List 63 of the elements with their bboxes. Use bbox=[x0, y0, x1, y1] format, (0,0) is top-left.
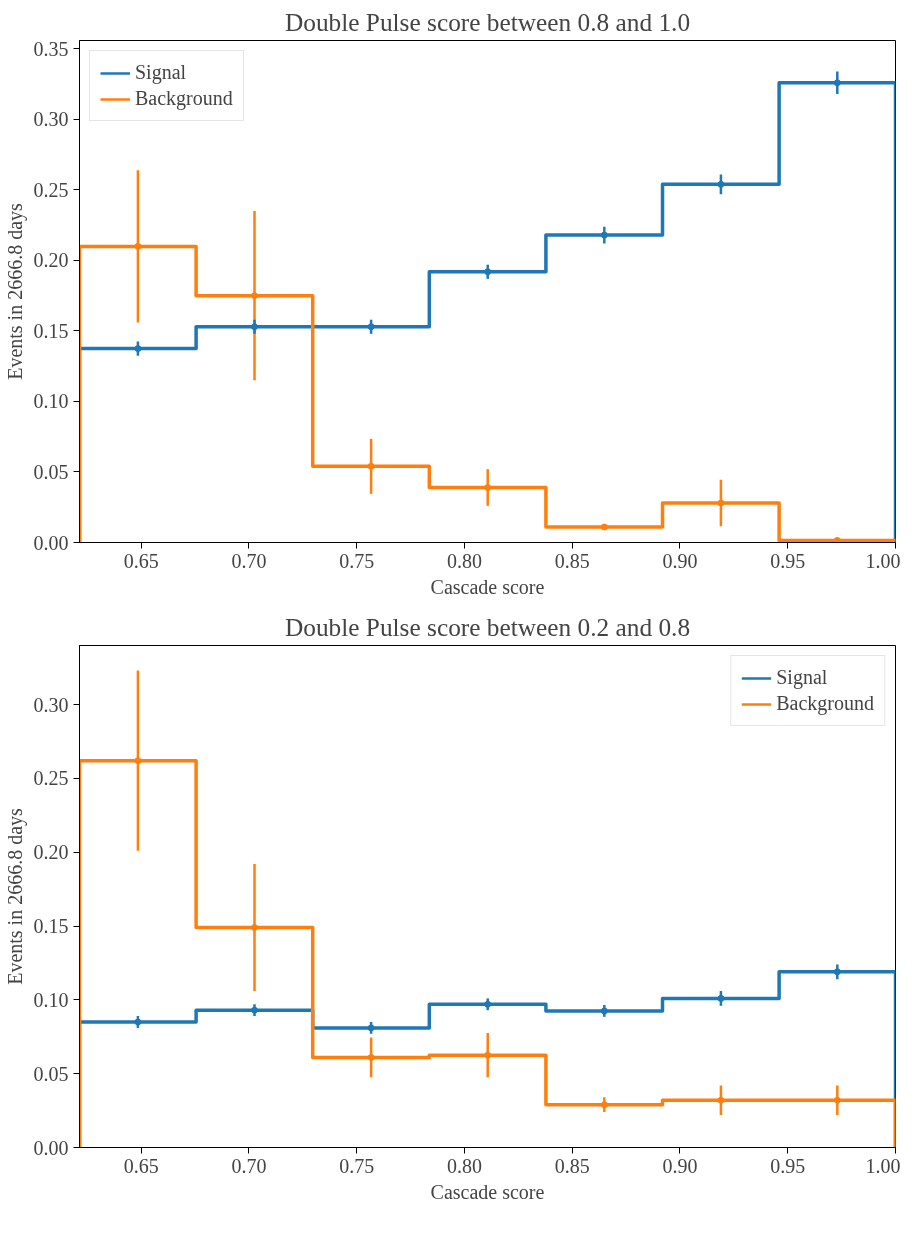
x-tick-label: 0.80 bbox=[446, 1154, 482, 1177]
x-tick-label: 1.00 bbox=[865, 1154, 901, 1177]
point bbox=[367, 323, 375, 331]
x-tick-label: 0.85 bbox=[554, 1154, 590, 1177]
point bbox=[134, 757, 142, 765]
point bbox=[484, 484, 492, 491]
point bbox=[134, 345, 142, 353]
y-tick-label: 0.00 bbox=[33, 1136, 69, 1159]
chart-title: Double Pulse score between 0.8 and 1.0 bbox=[284, 7, 691, 36]
x-tick-label: 0.70 bbox=[231, 549, 267, 572]
y-tick-label: 0.25 bbox=[33, 178, 69, 201]
point bbox=[251, 323, 259, 331]
point bbox=[717, 994, 725, 1002]
point bbox=[833, 968, 841, 976]
y-tick-label: 0.30 bbox=[33, 693, 69, 716]
x-axis-title: Cascade score bbox=[430, 575, 545, 598]
y-tick-label: 0.25 bbox=[33, 767, 69, 790]
x-tick-label: 0.95 bbox=[770, 549, 806, 572]
x-tick-label: 0.65 bbox=[123, 549, 159, 572]
y-tick-label: 0.15 bbox=[33, 319, 69, 342]
point bbox=[600, 231, 608, 239]
point bbox=[833, 1096, 841, 1104]
legend-label: Signal bbox=[776, 666, 828, 689]
y-tick-label: 0.10 bbox=[33, 988, 69, 1011]
point bbox=[717, 1096, 725, 1104]
x-axis-title: Cascade score bbox=[430, 1180, 545, 1203]
legend-label: Signal bbox=[135, 61, 187, 84]
x-tick-label: 0.90 bbox=[662, 549, 698, 572]
x-tick-label: 0.80 bbox=[446, 549, 482, 572]
x-tick-label: 0.95 bbox=[770, 1154, 806, 1177]
point bbox=[833, 79, 841, 87]
x-tick-label: 0.75 bbox=[339, 1154, 375, 1177]
y-tick-label: 0.15 bbox=[33, 915, 69, 938]
x-tick-label: 0.90 bbox=[662, 1154, 698, 1177]
point bbox=[600, 1101, 608, 1109]
point bbox=[484, 268, 492, 276]
y-tick-label: 0.05 bbox=[33, 460, 69, 483]
x-tick-label: 0.65 bbox=[123, 1154, 159, 1177]
point bbox=[600, 523, 608, 531]
chart-title: Double Pulse score between 0.2 and 0.8 bbox=[284, 612, 691, 641]
x-tick-label: 0.70 bbox=[231, 1154, 267, 1177]
legend-label: Background bbox=[776, 692, 874, 715]
point bbox=[484, 1051, 492, 1059]
legend-label: Background bbox=[135, 87, 233, 110]
y-tick-label: 0.20 bbox=[33, 841, 69, 864]
point bbox=[717, 499, 725, 507]
x-tick-label: 0.85 bbox=[554, 549, 590, 572]
y-tick-label: 0.35 bbox=[33, 37, 69, 60]
y-tick-label: 0.20 bbox=[33, 249, 69, 272]
x-tick-label: 1.00 bbox=[865, 549, 901, 572]
y-axis-title: Events in 2666.8 days bbox=[3, 202, 27, 380]
y-tick-label: 0.05 bbox=[33, 1062, 69, 1085]
point bbox=[251, 924, 259, 931]
point bbox=[251, 292, 259, 300]
y-axis-title: Events in 2666.8 days bbox=[3, 807, 27, 985]
point bbox=[367, 1053, 375, 1061]
point bbox=[367, 462, 375, 470]
point bbox=[717, 180, 725, 188]
y-tick-label: 0.00 bbox=[33, 531, 69, 554]
point bbox=[134, 242, 142, 250]
y-tick-label: 0.10 bbox=[33, 390, 69, 413]
y-tick-label: 0.30 bbox=[33, 108, 69, 131]
x-tick-label: 0.75 bbox=[339, 549, 375, 572]
